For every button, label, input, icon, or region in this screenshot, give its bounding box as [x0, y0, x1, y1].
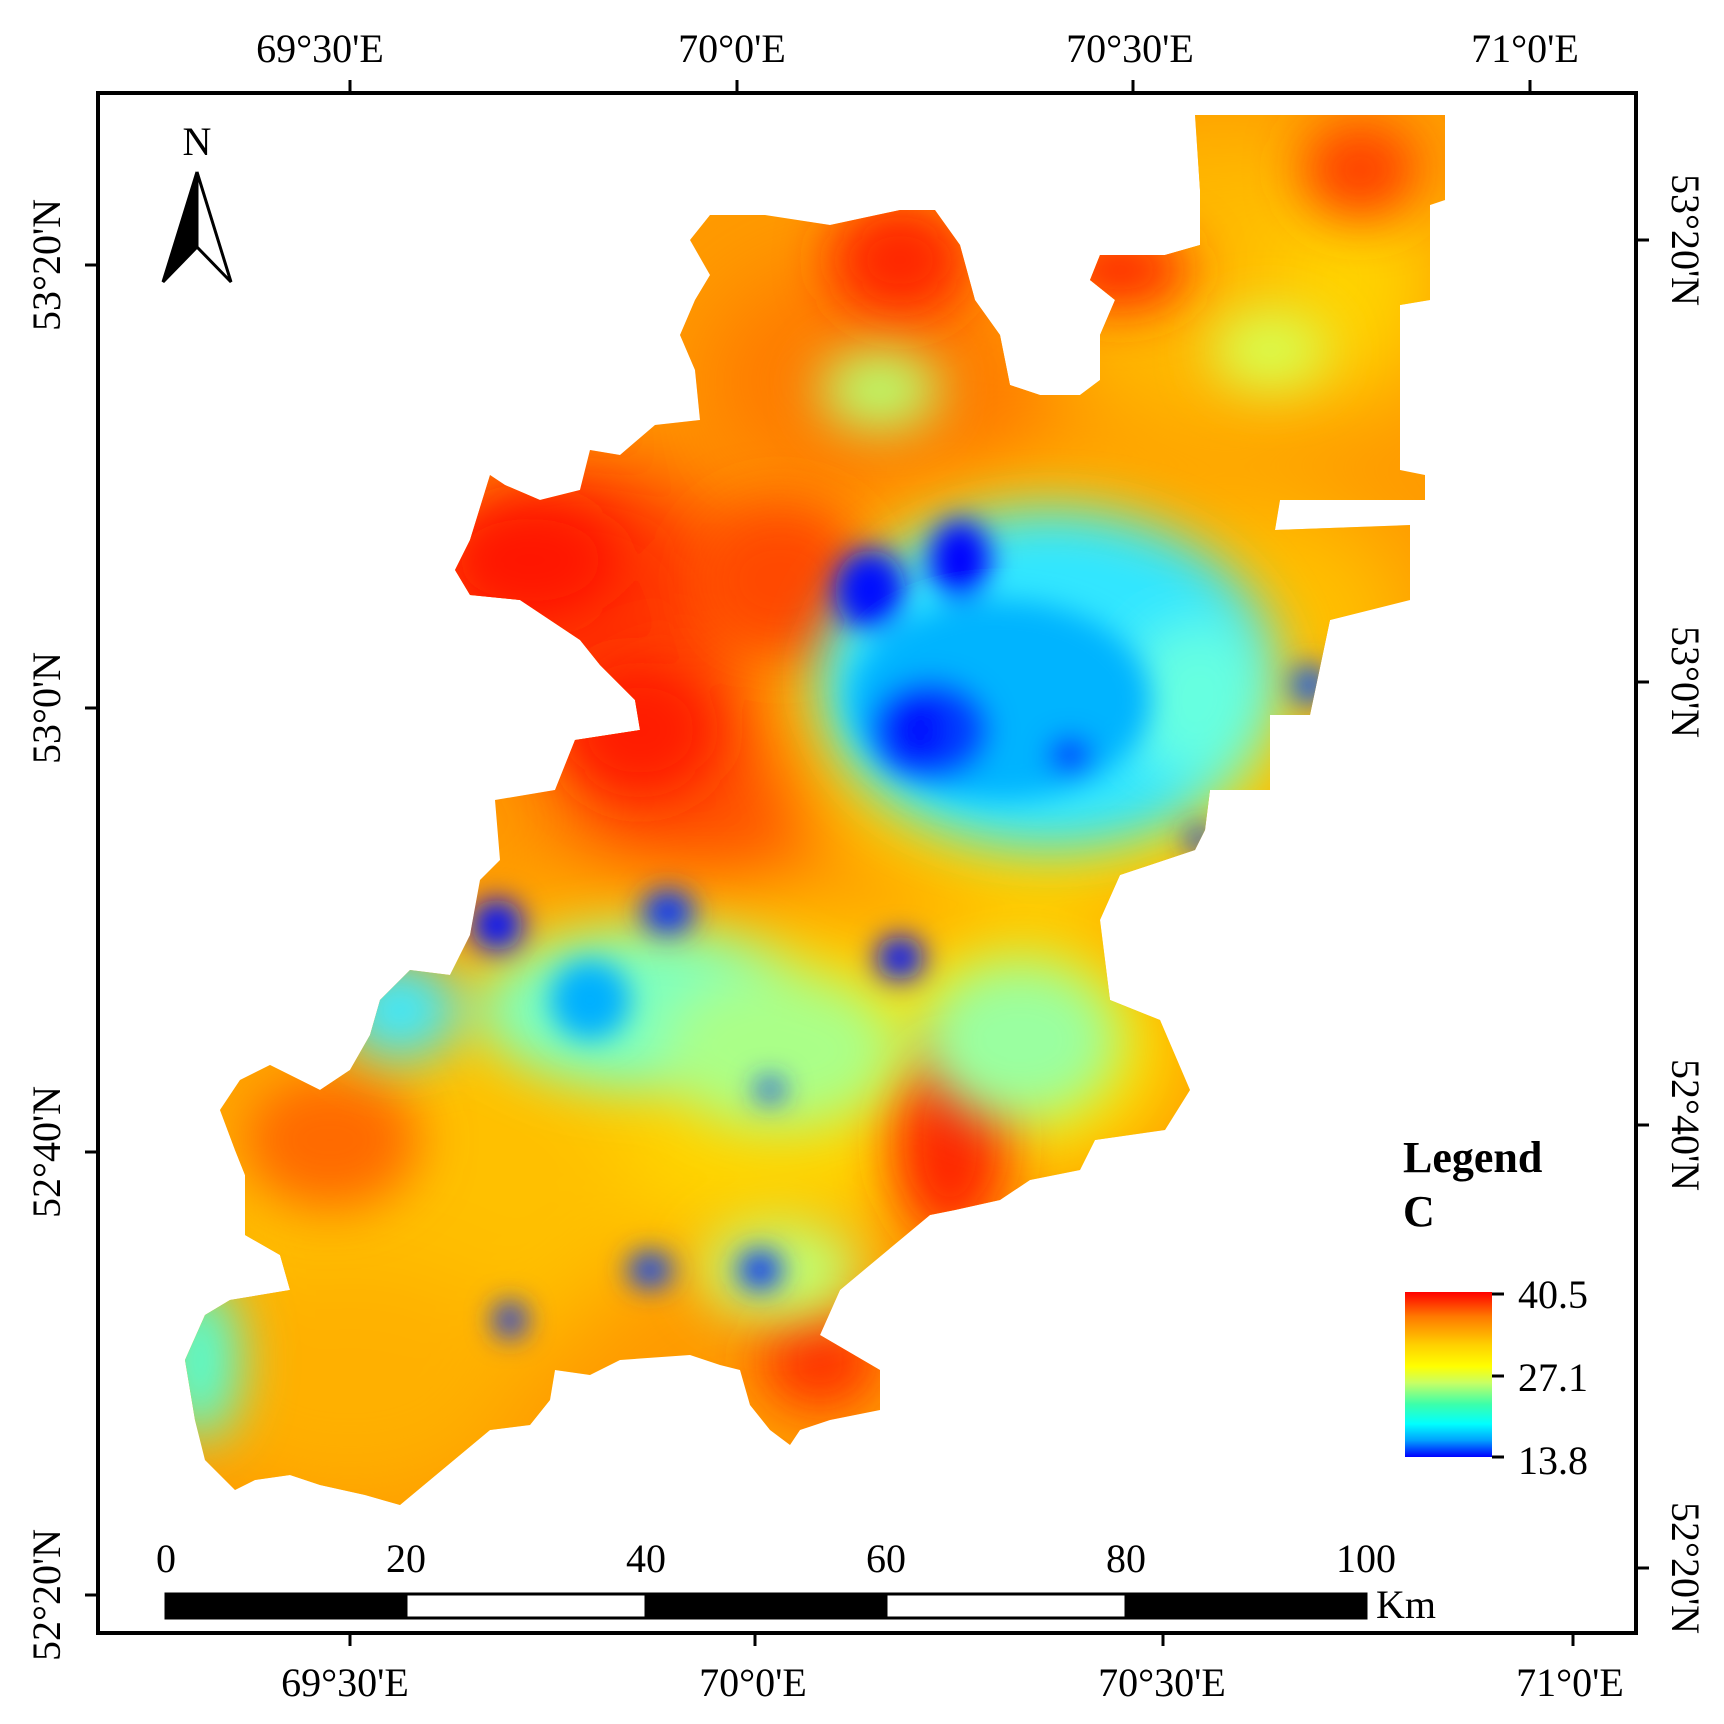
- bottom-lon-label: 71°0'E: [1516, 1660, 1624, 1705]
- legend-min-label: 13.8: [1518, 1438, 1588, 1483]
- legend: Legend C 40.5 27.1 13.8: [1403, 1133, 1588, 1483]
- top-lon-label: 69°30'E: [256, 26, 384, 71]
- scale-tick-label: 80: [1106, 1536, 1146, 1581]
- left-lat-labels: 53°20'N 53°0'N 52°40'N 52°20'N: [24, 199, 69, 1661]
- top-lon-labels: 69°30'E 70°0'E 70°30'E 71°0'E: [256, 26, 1579, 71]
- left-lat-label: 52°40'N: [24, 1086, 69, 1218]
- north-arrow-label: N: [183, 119, 212, 164]
- north-arrow-icon: N: [161, 119, 233, 284]
- right-lat-label: 52°40'N: [1663, 1059, 1708, 1191]
- right-lat-label: 53°20'N: [1663, 174, 1708, 306]
- raster-region: [185, 115, 1445, 1505]
- bottom-lon-label: 69°30'E: [281, 1660, 409, 1705]
- map-frame: [96, 91, 1638, 1635]
- top-lon-label: 70°0'E: [678, 26, 786, 71]
- right-lat-label: 53°0'N: [1663, 626, 1708, 738]
- left-lat-label: 52°20'N: [24, 1529, 69, 1661]
- top-lon-label: 71°0'E: [1471, 26, 1579, 71]
- legend-mid-label: 27.1: [1518, 1355, 1588, 1400]
- scale-tick-label: 40: [626, 1536, 666, 1581]
- legend-color-ramp: [1405, 1292, 1492, 1457]
- left-lat-label: 53°20'N: [24, 199, 69, 331]
- legend-max-label: 40.5: [1518, 1272, 1588, 1317]
- scale-tick-label: 60: [866, 1536, 906, 1581]
- legend-title: Legend: [1403, 1133, 1542, 1182]
- graticule-ticks: [85, 80, 1649, 1646]
- legend-field: C: [1403, 1187, 1435, 1236]
- bottom-lon-label: 70°0'E: [699, 1660, 807, 1705]
- scale-tick-label: 100: [1336, 1536, 1396, 1581]
- scale-unit-label: Km: [1376, 1582, 1436, 1627]
- right-lat-label: 52°20'N: [1663, 1502, 1708, 1634]
- bottom-lon-label: 70°30'E: [1098, 1660, 1226, 1705]
- scale-tick-label: 20: [386, 1536, 426, 1581]
- right-lat-labels: 53°20'N 53°0'N 52°40'N 52°20'N: [1663, 174, 1708, 1634]
- left-lat-label: 53°0'N: [24, 652, 69, 764]
- scale-bar: 0 20 40 60 80 100 Km: [156, 1536, 1436, 1627]
- top-lon-label: 70°30'E: [1066, 26, 1194, 71]
- scale-tick-label: 0: [156, 1536, 176, 1581]
- bottom-lon-labels: 69°30'E 70°0'E 70°30'E 71°0'E: [281, 1660, 1624, 1705]
